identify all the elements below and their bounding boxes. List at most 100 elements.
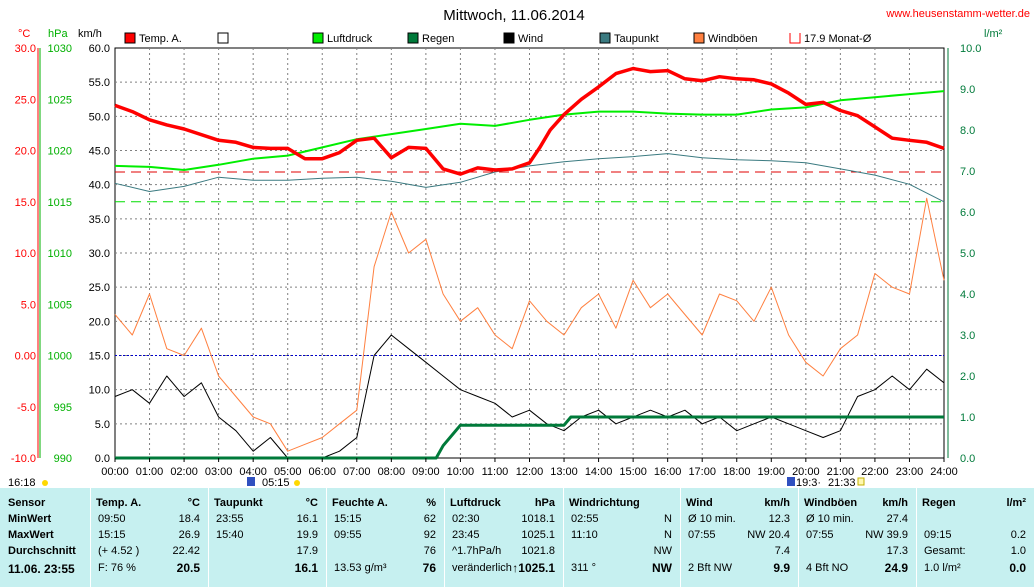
min-value: 1018.1 — [521, 513, 555, 525]
column-divider — [916, 488, 917, 587]
rain-tick-label: 3.0 — [960, 330, 975, 342]
legend-label: 17.9 Monat-Ø — [804, 33, 872, 45]
column-divider — [444, 488, 445, 587]
min-label: 15:15 — [334, 513, 362, 525]
x-tick-label: 11:00 — [482, 466, 509, 478]
wind-tick-label: 15.0 — [89, 351, 110, 363]
current-label: 13.53 g/m³ — [334, 562, 387, 574]
max-value: 19.9 — [296, 529, 318, 541]
site-url: www.heusenstamm-wetter.de — [885, 8, 1030, 20]
column-title: Taupunkt — [214, 497, 263, 509]
avg-value: 22.42 — [172, 545, 200, 557]
moon-icon — [857, 477, 865, 486]
rain-tick-label: 6.0 — [960, 207, 975, 219]
temp-tick-label: 0.00 — [15, 351, 36, 363]
wind-tick-label: 0.0 — [95, 453, 110, 465]
series-taupunkt-line — [114, 153, 945, 203]
max-label: 15:15 — [98, 529, 126, 541]
column-divider — [680, 488, 681, 587]
x-tick-label: 14:00 — [585, 466, 613, 478]
column-divider — [563, 488, 564, 587]
avg-value: 17.9 — [296, 545, 318, 557]
current-value: 24.9 — [884, 561, 908, 575]
max-value: 1025.1 — [521, 529, 555, 541]
x-tick-label: 23:00 — [896, 466, 924, 478]
min-value: 62 — [423, 513, 436, 525]
x-tick-label: 21:00 — [827, 466, 855, 478]
pressure-tick-label: 1000 — [48, 351, 72, 363]
sunrise-sun-icon — [294, 480, 300, 486]
avg-value: 17.3 — [886, 545, 908, 557]
max-value: N — [664, 529, 672, 541]
legend-swatch — [124, 32, 136, 44]
column-title: Windböen — [804, 497, 858, 509]
max-label: 09:55 — [334, 529, 362, 541]
current-value: 16.1 — [294, 561, 318, 575]
grid — [115, 48, 944, 458]
max-label: 07:55 — [806, 529, 834, 541]
pressure-tick-label: 1030 — [48, 43, 72, 55]
pressure-tick-label: 1015 — [48, 197, 72, 209]
current-label: 1.0 l/m² — [924, 562, 961, 574]
stats-table: Sensor MinWert MaxWert Durchschnitt 11.0… — [0, 488, 1034, 587]
wind-tick-label: 35.0 — [89, 214, 110, 226]
avg-value: 76 — [423, 545, 436, 557]
sunrise-label: 05:15 — [262, 477, 290, 488]
stat-column: Regen l/m² 09:15 0.2 Gesamt: 1.0 1.0 l/m² 0.0 — [916, 488, 1034, 587]
rain-tick-label: 9.0 — [960, 84, 975, 96]
sun-markers: 16:18 05:15 19:3· 21:33 — [8, 477, 865, 488]
column-title: Wind — [686, 497, 713, 509]
temp-tick-label: 5.0 — [21, 299, 36, 311]
x-tick-label: 09:00 — [412, 466, 440, 478]
stat-column: Windböen km/h Ø 10 min. 27.4 07:55 NW 39.9 17.… — [798, 488, 916, 587]
current-value: 76 — [422, 561, 436, 575]
column-unit: °C — [305, 497, 318, 509]
column-title: Feuchte A. — [332, 497, 388, 509]
x-tick-label: 04:00 — [239, 466, 267, 478]
min-value: 18.4 — [178, 513, 200, 525]
min-value: N — [664, 513, 672, 525]
max-value: NW 39.9 — [865, 529, 908, 541]
sunset-label-b: 21:33 — [828, 477, 856, 488]
column-unit: l/m² — [1006, 497, 1026, 509]
x-tick-label: 07:00 — [343, 466, 371, 478]
temp-tick-label: -5.0 — [17, 402, 36, 414]
row-label-sensor: Sensor — [8, 497, 46, 509]
current-label: 311 ° — [571, 562, 596, 574]
unit-temp: °C — [18, 28, 30, 40]
x-tick-label: 10:00 — [447, 466, 475, 478]
wind-tick-label: 30.0 — [89, 248, 110, 260]
avg-label: ^1.7hPa/h — [452, 545, 502, 557]
column-divider — [326, 488, 327, 587]
x-tick-label: 17:00 — [688, 466, 716, 478]
legend-label: Wind — [518, 33, 543, 45]
x-tick-label: 20:00 — [792, 466, 820, 478]
x-tick-label: 03:00 — [205, 466, 233, 478]
sunrise-icon — [247, 477, 255, 486]
series-group — [114, 66, 945, 460]
row-label-min: MinWert — [8, 513, 52, 525]
series-temp-a-line — [114, 66, 945, 176]
current-label: 4 Bft NO — [806, 562, 849, 574]
wind-tick-label: 5.0 — [95, 419, 110, 431]
avg-label: (+ 4.52 ) — [98, 545, 140, 557]
legend-swatch — [217, 32, 229, 44]
min-value: 27.4 — [886, 513, 908, 525]
avg-label: Gesamt: — [924, 545, 966, 557]
x-tick-label: 01:00 — [136, 466, 164, 478]
temp-tick-label: 20.0 — [15, 146, 36, 158]
legend-label: Windböen — [708, 33, 758, 45]
max-value: 26.9 — [178, 529, 200, 541]
temp-tick-label: 30.0 — [15, 43, 36, 55]
column-title: Windrichtung — [569, 497, 640, 509]
legend-swatch — [693, 32, 705, 44]
current-value: NW — [652, 561, 672, 575]
min-label: 02:55 — [571, 513, 599, 525]
avg-value: 7.4 — [774, 545, 790, 557]
min-label: 02:30 — [452, 513, 480, 525]
stat-column: Windrichtung 02:55 N 11:10 N NW 311 ° NW — [563, 488, 680, 587]
min-label: 23:55 — [216, 513, 244, 525]
footer-time: 11.06. 23:55 — [8, 562, 75, 576]
row-labels: Sensor MinWert MaxWert Durchschnitt 11.0… — [0, 488, 90, 587]
column-title: Regen — [922, 497, 956, 509]
